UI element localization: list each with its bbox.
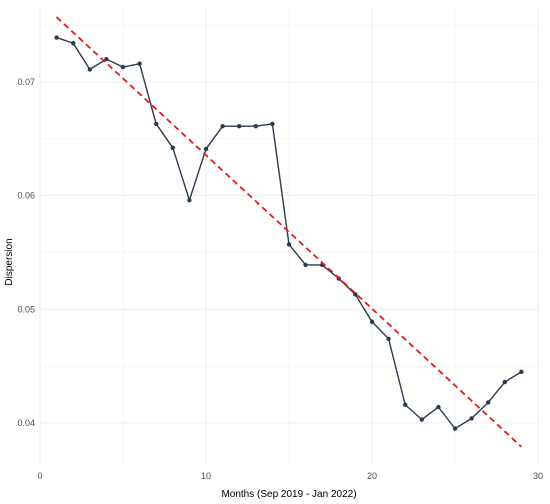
data-point xyxy=(419,417,424,422)
data-point xyxy=(270,121,275,127)
x-tick-label: 20 xyxy=(367,471,377,481)
data-point xyxy=(170,145,175,151)
x-axis-tick-labels: 0 10 20 30 xyxy=(37,471,543,481)
data-point xyxy=(137,61,142,66)
x-axis-title: Months (Sep 2019 - Jan 2022) xyxy=(221,489,356,500)
data-point xyxy=(104,56,109,62)
data-point xyxy=(120,64,126,70)
data-point xyxy=(237,124,242,129)
y-tick-label: 0.04 xyxy=(17,418,35,428)
data-point xyxy=(187,197,192,203)
x-tick-label: 10 xyxy=(201,471,211,481)
y-tick-label: 0.06 xyxy=(17,191,35,201)
data-point xyxy=(436,404,441,410)
data-point xyxy=(154,121,159,127)
y-tick-label: 0.05 xyxy=(17,304,35,314)
data-point xyxy=(303,262,308,268)
data-point xyxy=(386,336,391,342)
y-axis-tick-labels: 0.04 0.05 0.06 0.07 xyxy=(17,77,35,428)
data-point xyxy=(369,319,375,324)
trend-lines xyxy=(55,16,523,448)
x-tick-label: 30 xyxy=(533,471,543,481)
x-tick-label: 0 xyxy=(37,471,42,481)
data-series xyxy=(54,35,524,431)
y-tick-label: 0.07 xyxy=(17,77,35,87)
data-point xyxy=(71,41,76,46)
data-point xyxy=(452,426,458,431)
data-point xyxy=(502,379,507,385)
data-point xyxy=(220,124,225,129)
data-point xyxy=(403,402,408,407)
data-point xyxy=(87,67,93,72)
grid xyxy=(39,8,539,465)
data-point xyxy=(519,369,524,374)
y-axis-title: Dispersion xyxy=(4,238,15,285)
data-point xyxy=(353,292,358,297)
data-point xyxy=(203,146,209,152)
data-point xyxy=(486,400,491,405)
trend-line xyxy=(55,16,523,448)
data-point xyxy=(54,35,59,40)
data-point xyxy=(286,242,292,247)
data-point xyxy=(469,416,474,421)
data-point xyxy=(253,124,258,129)
